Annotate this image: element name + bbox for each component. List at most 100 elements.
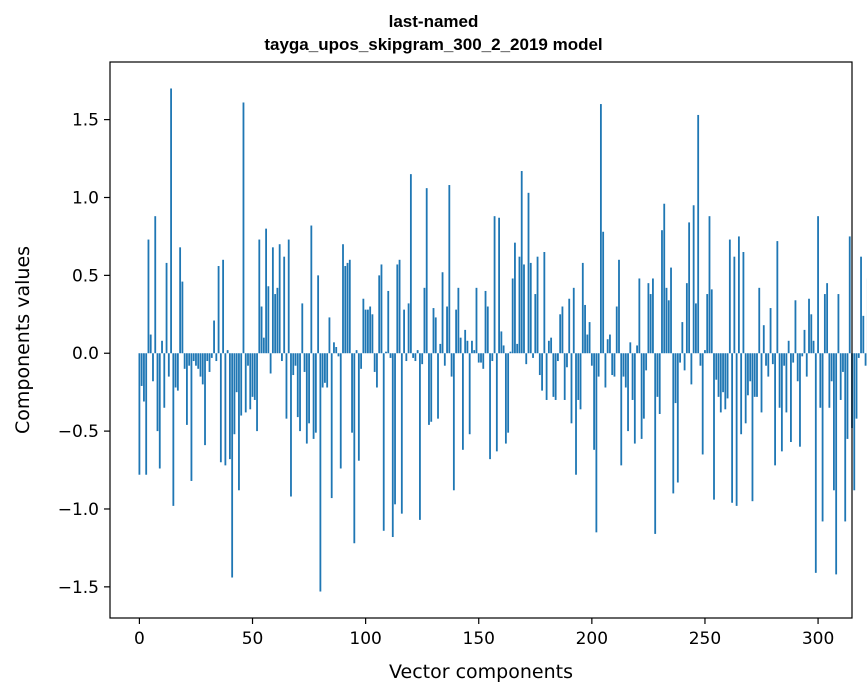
bar-0 bbox=[138, 353, 141, 475]
y-tick-label: 0.5 bbox=[72, 266, 99, 286]
bar-5 bbox=[149, 334, 152, 354]
bar-167 bbox=[516, 343, 519, 354]
bar-109 bbox=[385, 351, 387, 354]
bar-255 bbox=[715, 353, 718, 380]
bar-276 bbox=[762, 325, 765, 354]
bar-211 bbox=[615, 306, 618, 354]
bar-45 bbox=[240, 353, 243, 416]
bar-202 bbox=[595, 353, 598, 533]
bar-320 bbox=[862, 315, 865, 354]
bar-6 bbox=[152, 353, 154, 382]
bar-297 bbox=[810, 314, 813, 354]
bar-172 bbox=[527, 192, 530, 354]
bar-47 bbox=[244, 353, 247, 413]
bar-305 bbox=[828, 353, 831, 408]
bar-40 bbox=[228, 353, 231, 460]
bar-235 bbox=[670, 267, 672, 354]
plot-frame bbox=[109, 61, 853, 619]
bar-56 bbox=[265, 228, 267, 354]
bar-178 bbox=[541, 353, 543, 391]
bar-133 bbox=[439, 343, 442, 354]
bar-158 bbox=[495, 353, 498, 452]
bar-68 bbox=[292, 353, 295, 376]
bar-205 bbox=[602, 231, 605, 354]
bar-114 bbox=[396, 264, 399, 354]
bar-89 bbox=[339, 353, 342, 469]
bar-111 bbox=[389, 353, 392, 358]
x-tick-label: 0 bbox=[134, 629, 145, 649]
bar-219 bbox=[633, 353, 636, 444]
bar-314 bbox=[848, 236, 851, 354]
bar-136 bbox=[446, 306, 448, 354]
bar-36 bbox=[219, 353, 222, 463]
bar-163 bbox=[507, 353, 510, 433]
bar-232 bbox=[663, 203, 666, 354]
bar-23 bbox=[190, 353, 193, 481]
bar-32 bbox=[210, 353, 213, 358]
bar-288 bbox=[790, 353, 792, 443]
bar-292 bbox=[799, 353, 801, 447]
bar-222 bbox=[640, 353, 643, 439]
bar-148 bbox=[473, 350, 476, 354]
bar-244 bbox=[690, 353, 693, 385]
bar-174 bbox=[532, 353, 534, 358]
bar-206 bbox=[604, 353, 607, 388]
bar-259 bbox=[724, 353, 727, 410]
bar-291 bbox=[796, 353, 799, 382]
bar-162 bbox=[504, 353, 507, 444]
bar-304 bbox=[826, 283, 829, 354]
bar-152 bbox=[482, 353, 485, 369]
bar-95 bbox=[353, 353, 356, 544]
bar-321 bbox=[864, 353, 867, 366]
bar-173 bbox=[529, 262, 532, 354]
bar-198 bbox=[586, 334, 589, 354]
bar-197 bbox=[584, 304, 586, 354]
bar-25 bbox=[195, 353, 197, 366]
bar-29 bbox=[204, 353, 206, 446]
bar-11 bbox=[163, 353, 166, 408]
x-tick-label: 50 bbox=[242, 629, 264, 649]
bar-180 bbox=[545, 353, 548, 400]
bar-79 bbox=[317, 275, 320, 354]
bar-278 bbox=[767, 353, 770, 377]
bar-63 bbox=[281, 353, 283, 362]
bar-26 bbox=[197, 353, 200, 369]
bar-245 bbox=[692, 205, 695, 354]
bar-14 bbox=[170, 88, 172, 354]
bar-2 bbox=[143, 353, 145, 402]
bar-191 bbox=[570, 353, 573, 424]
y-tick-label: 1.5 bbox=[72, 111, 99, 131]
bar-155 bbox=[489, 353, 491, 460]
bar-257 bbox=[719, 353, 722, 413]
bar-181 bbox=[547, 340, 550, 354]
bar-265 bbox=[737, 236, 740, 354]
bar-271 bbox=[751, 353, 754, 502]
bar-317 bbox=[855, 353, 858, 419]
bar-69 bbox=[294, 353, 297, 366]
bar-302 bbox=[821, 353, 824, 522]
bar-97 bbox=[357, 353, 360, 461]
bar-268 bbox=[744, 353, 747, 424]
bar-31 bbox=[208, 353, 211, 372]
bar-122 bbox=[414, 353, 417, 362]
bar-230 bbox=[658, 353, 661, 414]
bar-192 bbox=[572, 287, 575, 354]
bar-170 bbox=[523, 264, 525, 354]
x-tick-label: 200 bbox=[576, 629, 608, 649]
bar-121 bbox=[412, 353, 415, 358]
bar-30 bbox=[206, 353, 209, 362]
bar-94 bbox=[351, 353, 353, 433]
bar-282 bbox=[776, 241, 779, 354]
bar-210 bbox=[613, 353, 616, 377]
bar-42 bbox=[233, 353, 236, 435]
bar-189 bbox=[566, 353, 568, 368]
bar-160 bbox=[500, 331, 503, 354]
bar-9 bbox=[158, 353, 161, 469]
bar-290 bbox=[794, 300, 797, 354]
bar-10 bbox=[161, 340, 163, 354]
bar-149 bbox=[475, 287, 478, 354]
y-tick-label: 1.0 bbox=[72, 188, 99, 208]
bar-251 bbox=[706, 294, 709, 354]
bar-236 bbox=[672, 353, 675, 494]
